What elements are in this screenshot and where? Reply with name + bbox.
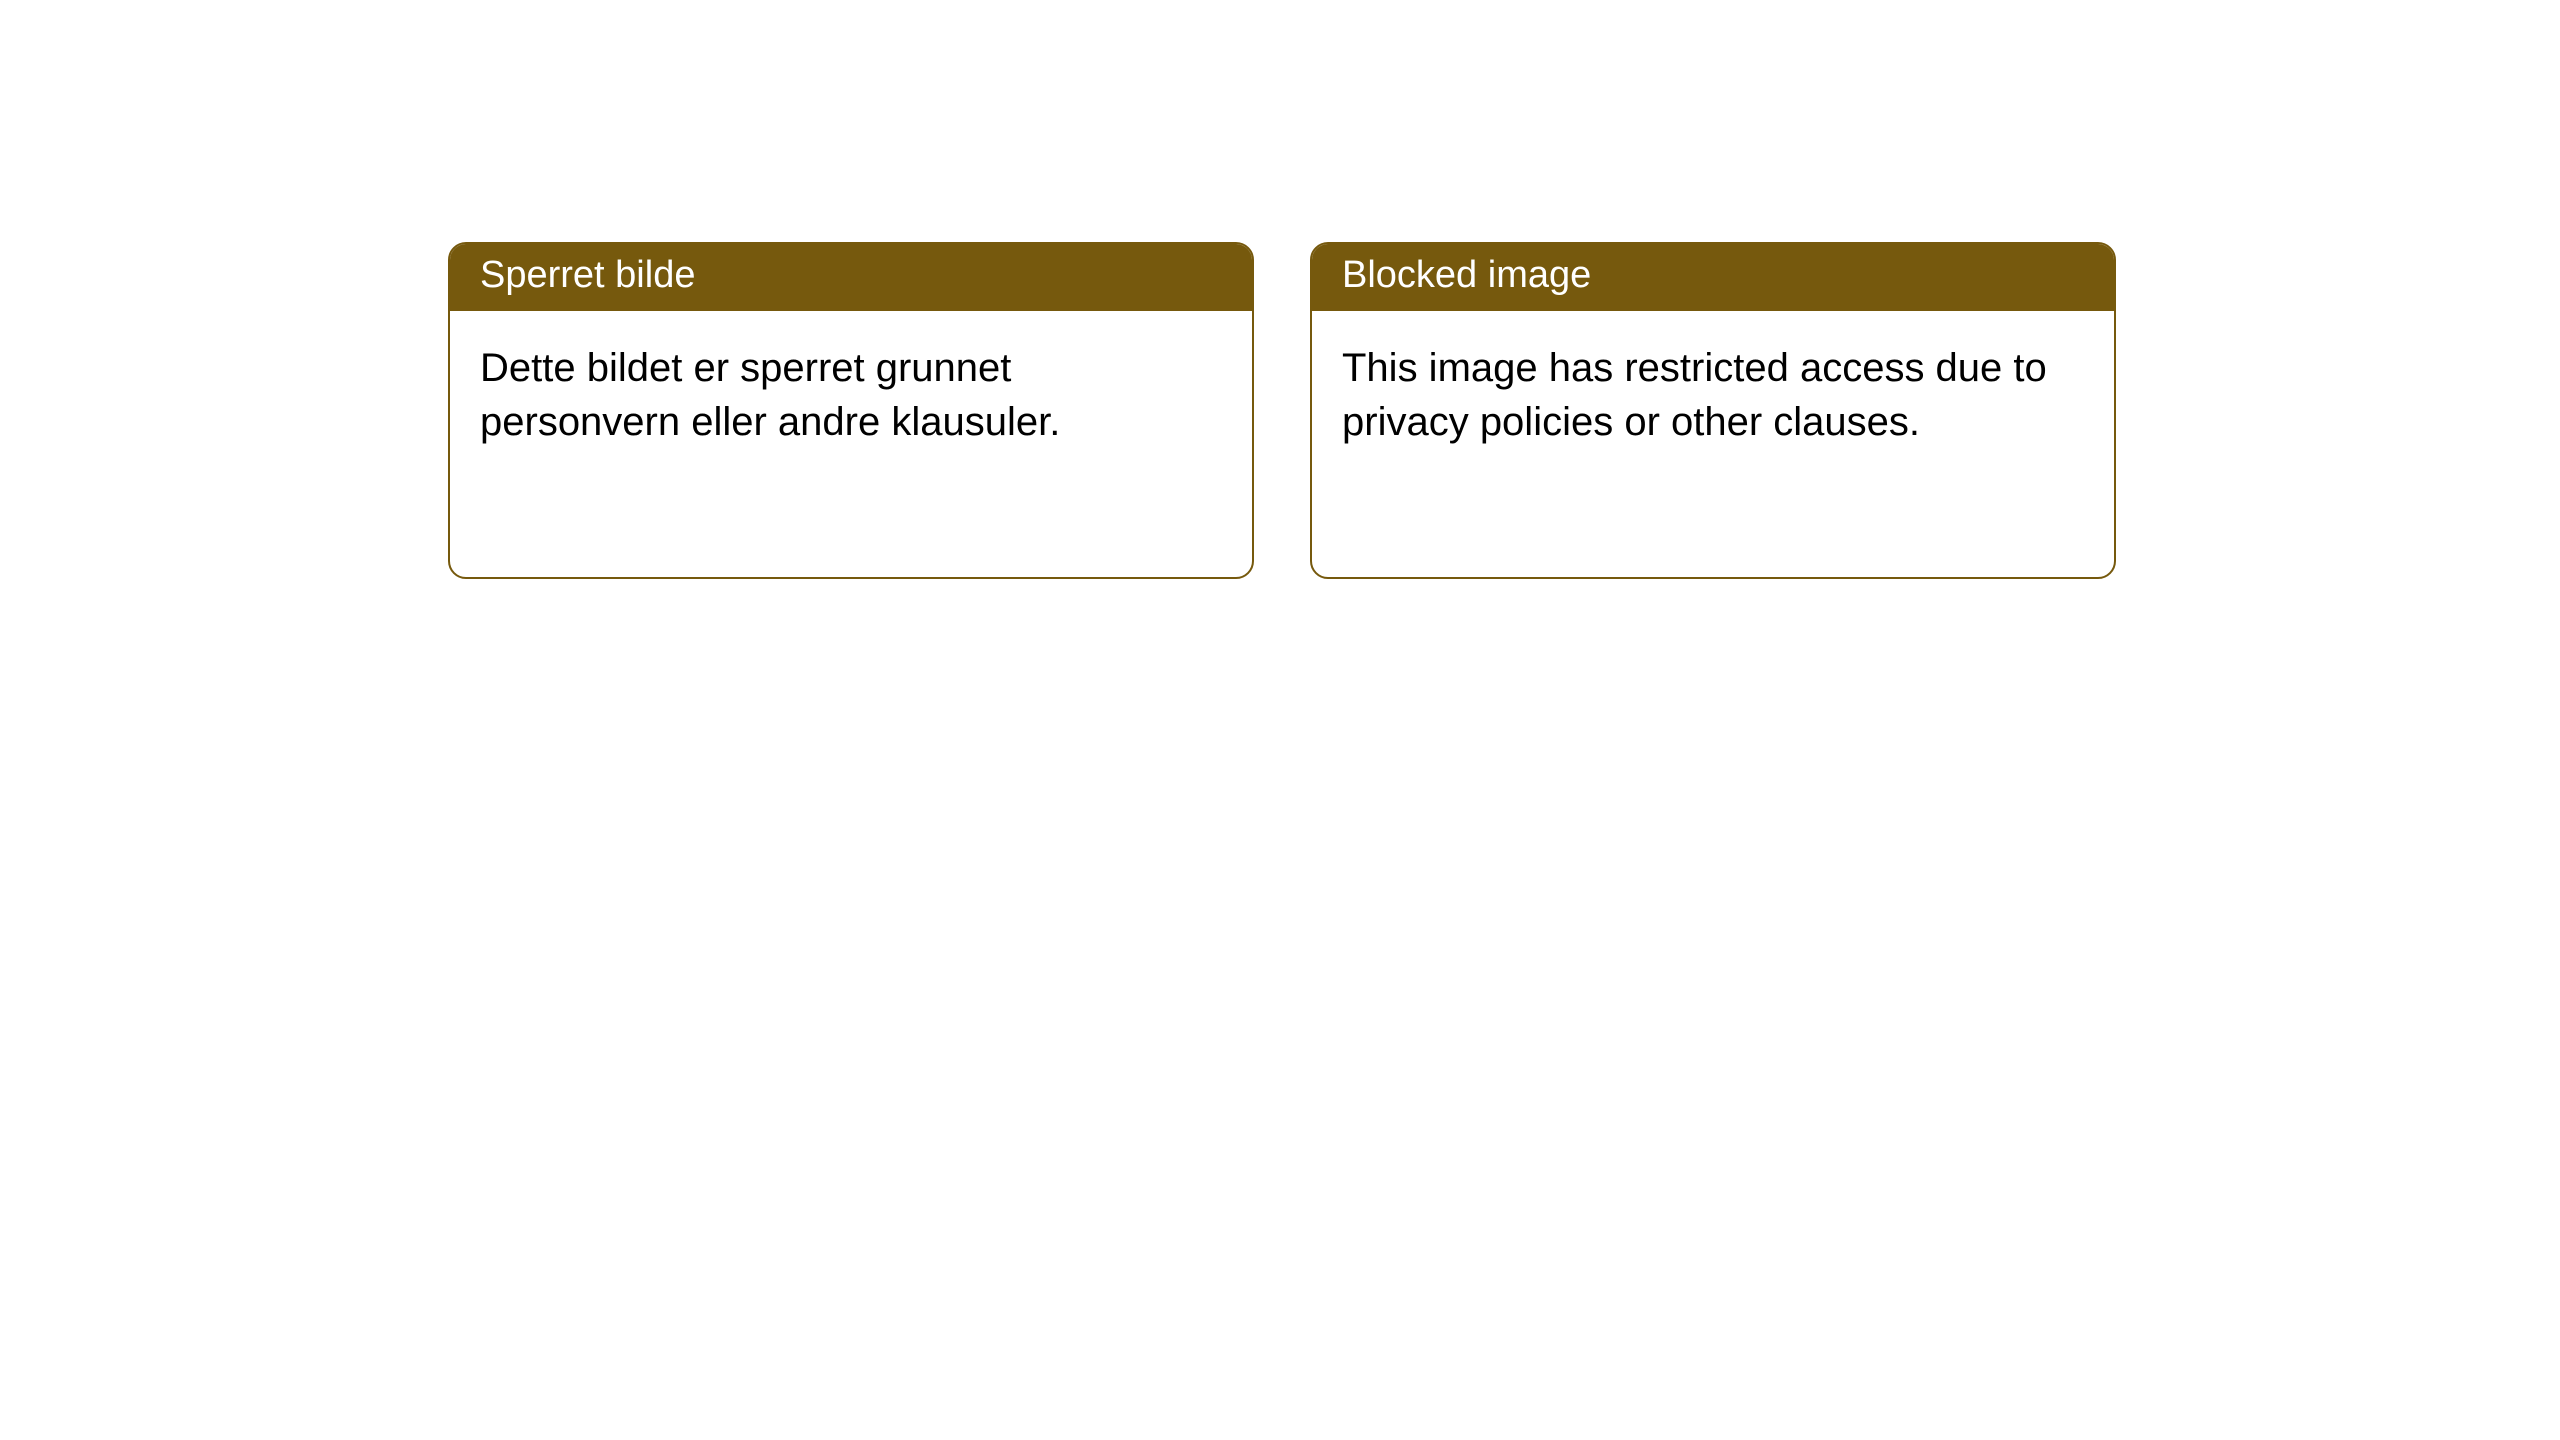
notice-body-norwegian: Dette bildet er sperret grunnet personve… xyxy=(450,311,1252,469)
notice-container: Sperret bilde Dette bildet er sperret gr… xyxy=(448,242,2116,579)
notice-card-norwegian: Sperret bilde Dette bildet er sperret gr… xyxy=(448,242,1254,579)
notice-card-english: Blocked image This image has restricted … xyxy=(1310,242,2116,579)
notice-title-english: Blocked image xyxy=(1312,244,2114,311)
notice-body-english: This image has restricted access due to … xyxy=(1312,311,2114,469)
notice-title-norwegian: Sperret bilde xyxy=(450,244,1252,311)
